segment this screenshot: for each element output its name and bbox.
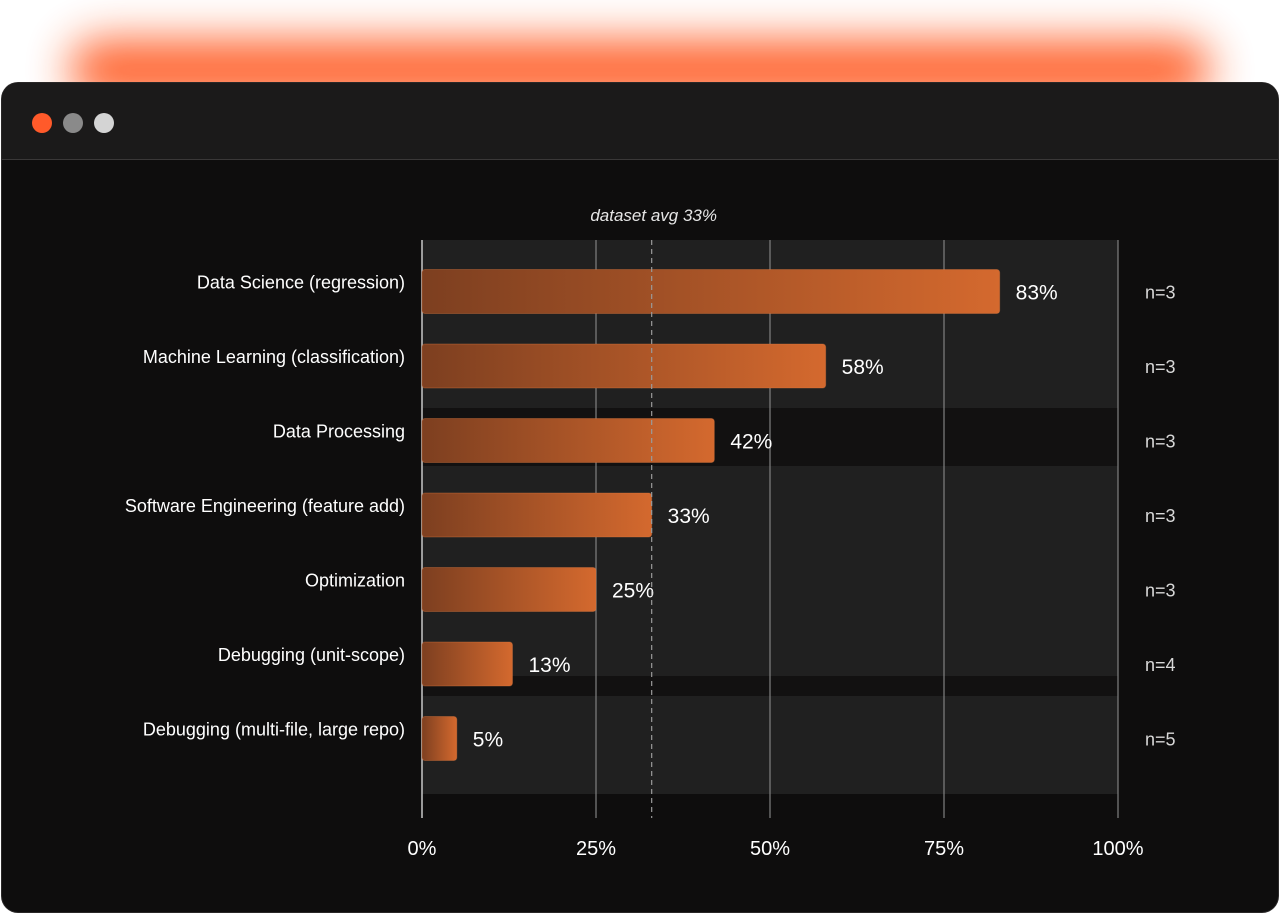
minimize-dot-icon[interactable] [63,113,83,133]
reference-line-label: dataset avg 33% [590,206,717,225]
value-label: 5% [473,729,503,752]
value-label: 33% [668,505,710,528]
category-label: Machine Learning (classification) [143,347,405,367]
bar [421,492,653,538]
count-label: n=3 [1145,506,1176,526]
x-tick-label: 0% [408,838,437,860]
bar-chart: 83% n=3 58% n=3 42% n=3 33% n=3 25% n=3 13% n=4 5% n=… [125,206,1176,860]
value-label: 83% [1016,282,1058,305]
category-label: Data Science (regression) [197,273,405,293]
bar [421,418,715,463]
value-label: 13% [528,654,570,677]
value-label: 42% [730,431,772,454]
bar [421,269,1001,314]
count-label: n=4 [1145,655,1176,675]
bar [421,567,597,612]
value-label: 25% [612,580,654,603]
count-label: n=3 [1145,283,1176,303]
reference-line-group: dataset avg 33% [590,206,717,818]
count-label: n=3 [1145,581,1176,601]
category-labels: Data Science (regression) Machine Learnin… [125,273,405,740]
x-tick-label: 25% [576,838,616,860]
category-label: Optimization [305,571,405,591]
close-dot-icon[interactable] [32,113,52,133]
x-tick-label: 50% [750,838,790,860]
count-label: n=5 [1145,730,1176,750]
category-label: Debugging (multi-file, large repo) [143,720,405,740]
category-label: Software Engineering (feature add) [125,496,405,516]
x-tick-label: 75% [924,838,964,860]
app-window: 83% n=3 58% n=3 42% n=3 33% n=3 25% n=3 13% n=4 5% n=… [2,83,1278,912]
x-tick-labels: 0% 25% 50% 75% 100% [408,838,1144,860]
bar [421,641,513,687]
bar [421,716,458,761]
bar [421,343,827,389]
maximize-dot-icon[interactable] [94,113,114,133]
bars: 83% n=3 58% n=3 42% n=3 33% n=3 25% n=3 13% n=4 5% n=… [421,269,1176,761]
count-label: n=3 [1145,432,1176,452]
category-label: Data Processing [273,422,405,442]
title-bar [2,83,1278,160]
category-label: Debugging (unit-scope) [218,645,405,665]
value-label: 58% [842,356,884,379]
count-label: n=3 [1145,357,1176,377]
x-tick-label: 100% [1092,838,1143,860]
